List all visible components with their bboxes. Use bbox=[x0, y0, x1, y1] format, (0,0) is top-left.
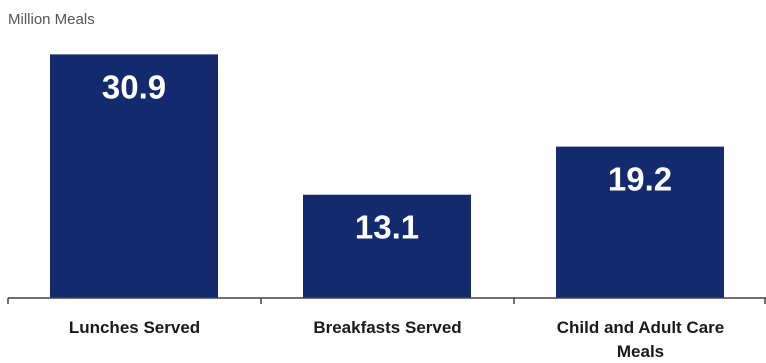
bar-value-label-2: 13.1 bbox=[355, 209, 419, 246]
category-label-line: Child and Adult Care bbox=[557, 318, 725, 337]
bar-value-label-3: 19.2 bbox=[608, 161, 672, 198]
bar-3 bbox=[556, 146, 724, 298]
y-unit-label: Million Meals bbox=[8, 11, 95, 28]
bar-1 bbox=[50, 54, 218, 298]
category-label-line: Meals bbox=[617, 342, 664, 361]
category-label-2: Breakfasts Served bbox=[313, 318, 461, 337]
bar-value-label-1: 30.9 bbox=[102, 68, 166, 105]
category-label-line: Lunches Served bbox=[69, 318, 200, 337]
category-label-1: Lunches Served bbox=[69, 318, 200, 337]
category-labels-group: Lunches Served Breakfasts Served Child and… bbox=[69, 318, 724, 361]
bars-group: 30.9 13.1 19.2 bbox=[50, 54, 724, 298]
x-axis bbox=[7, 297, 766, 304]
category-label-line: Breakfasts Served bbox=[313, 318, 461, 337]
category-label-3: Child and Adult Care Meals bbox=[557, 318, 725, 361]
bar-2 bbox=[303, 194, 471, 298]
